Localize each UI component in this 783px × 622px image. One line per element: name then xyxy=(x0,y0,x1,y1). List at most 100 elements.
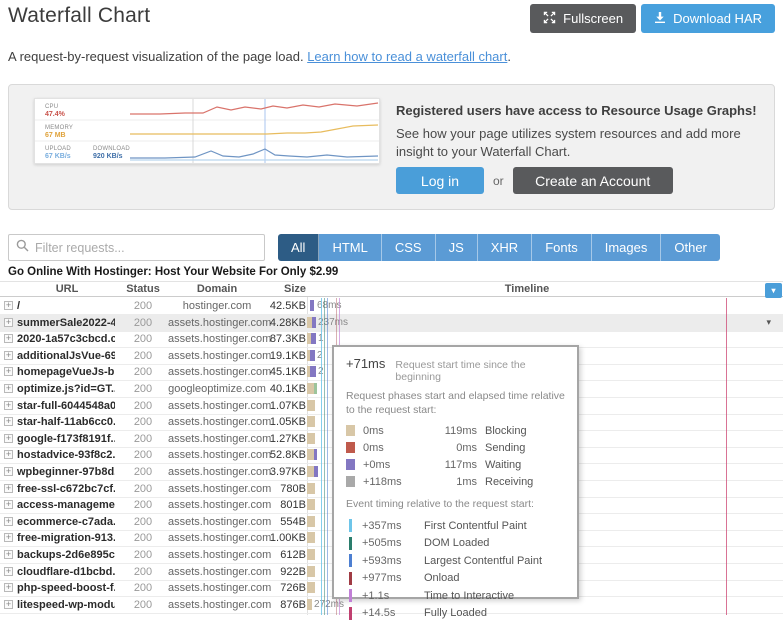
timeline-bar-blocking[interactable] xyxy=(307,383,314,394)
timeline-bar-blocking[interactable] xyxy=(307,449,314,460)
expand-icon[interactable]: + xyxy=(4,301,13,310)
tab-other[interactable]: Other xyxy=(661,234,720,261)
timeline-bar-waiting[interactable] xyxy=(314,466,318,477)
timeline-bar-waiting[interactable] xyxy=(310,300,314,311)
fullscreen-button[interactable]: Fullscreen xyxy=(530,4,636,33)
request-status: 200 xyxy=(116,433,170,445)
expand-icon[interactable]: + xyxy=(4,417,13,426)
request-url: litespeed-wp-modu... xyxy=(17,599,115,611)
download-har-label: Download HAR xyxy=(673,11,762,26)
table-row[interactable]: +summerSale2022-4...200assets.hostinger.… xyxy=(0,315,783,332)
event-time: +593ms xyxy=(362,555,424,567)
timeline-bar-blocking[interactable] xyxy=(307,499,315,510)
topbar: Waterfall Chart Fullscreen Download HAR xyxy=(8,4,775,36)
request-domain: assets.hostinger.com xyxy=(168,449,266,461)
request-status: 200 xyxy=(116,383,170,395)
expand-icon[interactable]: + xyxy=(4,401,13,410)
promo-heading: Registered users have access to Resource… xyxy=(396,103,757,118)
table-row[interactable]: +/200hostinger.com42.5KB68ms xyxy=(0,298,783,315)
expand-icon[interactable]: + xyxy=(4,467,13,476)
request-size: 876B xyxy=(258,599,306,611)
request-domain: assets.hostinger.com xyxy=(168,483,266,495)
timeline-bar-blocking[interactable] xyxy=(307,416,315,427)
search-icon xyxy=(16,239,29,257)
timeline-bar-blocking[interactable] xyxy=(307,532,315,543)
expand-icon[interactable]: + xyxy=(4,367,13,376)
tooltip-event-row: +593msLargest Contentful Paint xyxy=(346,552,565,570)
expand-icon[interactable]: + xyxy=(4,567,13,576)
login-button[interactable]: Log in xyxy=(396,167,484,194)
timeline-bar-waiting[interactable] xyxy=(312,317,316,328)
event-time: +977ms xyxy=(362,572,424,584)
request-domain: assets.hostinger.com xyxy=(168,566,266,578)
request-url: free-ssl-c672bc7cf... xyxy=(17,483,115,495)
ad-banner[interactable]: Go Online With Hostinger: Host Your Webs… xyxy=(8,266,338,278)
expand-icon[interactable]: + xyxy=(4,517,13,526)
tab-html[interactable]: HTML xyxy=(319,234,381,261)
request-status: 200 xyxy=(116,333,170,345)
request-url: star-half-11ab6cc0... xyxy=(17,416,115,428)
timeline-bar-connecting[interactable] xyxy=(314,383,317,394)
expand-icon[interactable]: + xyxy=(4,318,13,327)
timeline-options-dropdown[interactable]: ▾ xyxy=(765,283,782,298)
request-domain: assets.hostinger.com xyxy=(168,599,266,611)
expand-icon[interactable]: + xyxy=(4,384,13,393)
timeline-bar-blocking[interactable] xyxy=(307,400,315,411)
expand-icon[interactable]: + xyxy=(4,334,13,343)
event-name: Fully Loaded xyxy=(424,607,487,619)
expand-icon[interactable]: + xyxy=(4,550,13,559)
tooltip-event-row: +14.5sFully Loaded xyxy=(346,604,565,622)
row-dropdown-caret[interactable]: ▾ xyxy=(766,317,771,328)
download-speed-label: DOWNLOAD xyxy=(93,146,130,152)
timeline-bar-blocking[interactable] xyxy=(307,549,315,560)
expand-icon[interactable]: + xyxy=(4,500,13,509)
timeline-bar-blocking[interactable] xyxy=(307,582,315,593)
fullscreen-label: Fullscreen xyxy=(563,11,623,26)
request-url: wpbeginner-97b8d... xyxy=(17,466,115,478)
tooltip-phases-heading: Request phases start and elapsed time re… xyxy=(346,390,565,417)
phase-name: Blocking xyxy=(485,425,527,437)
timeline-bar-blocking[interactable] xyxy=(307,516,315,527)
expand-icon[interactable]: + xyxy=(4,450,13,459)
request-domain: assets.hostinger.com xyxy=(168,317,266,329)
timeline-bar-waiting[interactable] xyxy=(311,333,316,344)
timeline-bar-blocking[interactable] xyxy=(307,466,314,477)
filter-tabs: AllHTMLCSSJSXHRFontsImagesOther xyxy=(278,234,720,261)
tab-images[interactable]: Images xyxy=(592,234,662,261)
request-url: free-migration-913... xyxy=(17,532,115,544)
tab-all[interactable]: All xyxy=(278,234,319,261)
request-domain: assets.hostinger.com xyxy=(168,416,266,428)
expand-icon[interactable]: + xyxy=(4,434,13,443)
request-url: additionalJsVue-69... xyxy=(17,350,115,362)
tab-js[interactable]: JS xyxy=(436,234,478,261)
request-status: 200 xyxy=(116,400,170,412)
phase-start: 0ms xyxy=(363,425,415,437)
expand-icon[interactable]: + xyxy=(4,600,13,609)
expand-icon[interactable]: + xyxy=(4,484,13,493)
tab-fonts[interactable]: Fonts xyxy=(532,234,592,261)
description-suffix: . xyxy=(507,49,511,64)
expand-icon[interactable]: + xyxy=(4,583,13,592)
request-domain: assets.hostinger.com xyxy=(168,366,266,378)
waterfall-help-link[interactable]: Learn how to read a waterfall chart xyxy=(307,49,507,64)
tab-xhr[interactable]: XHR xyxy=(478,234,532,261)
timeline-bar-blocking[interactable] xyxy=(307,483,315,494)
timeline-bar-blocking[interactable] xyxy=(307,599,312,610)
tab-css[interactable]: CSS xyxy=(382,234,436,261)
expand-icon[interactable]: + xyxy=(4,533,13,542)
timeline-bar-blocking[interactable] xyxy=(307,433,315,444)
expand-icon[interactable]: + xyxy=(4,351,13,360)
phase-name: Waiting xyxy=(485,459,521,471)
timeline-bar-waiting[interactable] xyxy=(310,366,316,377)
filter-requests-input[interactable] xyxy=(35,241,257,255)
filter-bar: AllHTMLCSSJSXHRFontsImagesOther xyxy=(8,234,775,261)
create-account-button[interactable]: Create an Account xyxy=(513,167,673,194)
timeline-bar-blocking[interactable] xyxy=(307,566,315,577)
cpu-value: 47.4% xyxy=(45,111,65,118)
download-har-button[interactable]: Download HAR xyxy=(641,4,775,33)
timeline-duration-label: 237ms xyxy=(318,317,348,328)
request-status: 200 xyxy=(116,566,170,578)
request-domain: assets.hostinger.com xyxy=(168,466,266,478)
timeline-bar-waiting[interactable] xyxy=(314,449,317,460)
timeline-bar-waiting[interactable] xyxy=(310,350,315,361)
